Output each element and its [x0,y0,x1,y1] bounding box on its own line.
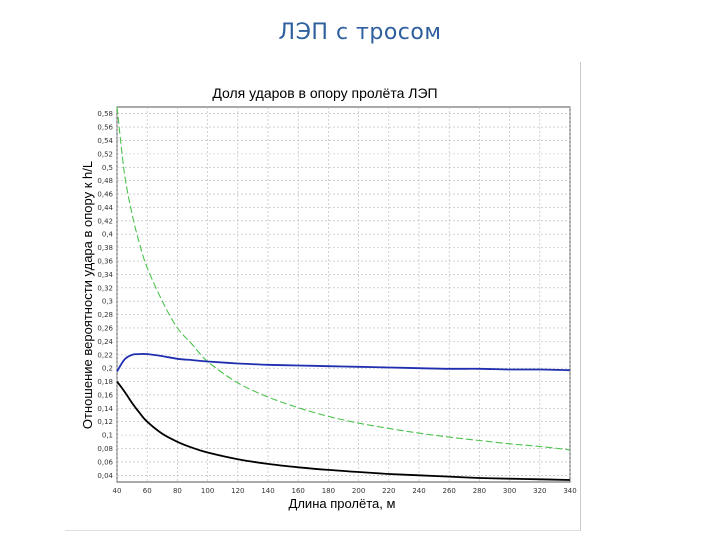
y-tick-label: 0,32 [97,284,113,292]
y-tick-label: 0,12 [97,418,113,426]
line-chart: Доля ударов в опору пролёта ЛЭП 0,04 0,06… [80,85,577,511]
plot-border [116,106,571,483]
y-tick-label: 0,16 [97,391,113,399]
y-tick-label: 0,38 [97,244,113,252]
y-tick-label: 0,34 [97,271,113,279]
y-tick-label: 0,24 [97,338,113,346]
y-tick-label: 0,1 [102,432,113,440]
grid [116,106,571,483]
x-tick-label: 320 [533,487,546,495]
x-tick-label: 100 [201,487,214,495]
y-tick-label: 0,28 [97,311,113,319]
series-line-1 [116,106,571,451]
x-tick-label: 280 [473,487,486,495]
y-tick-label: 0,52 [97,150,113,158]
series-lines [116,106,571,481]
x-tick-label: 300 [503,487,516,495]
y-axis-label: Отношение вероятности удара в опору к h/… [80,161,95,429]
y-tick-label: 0,36 [97,258,113,266]
x-tick-label: 200 [352,487,365,495]
x-tick-labels: 40 60 80 100 120 140 160 180 200 220 240 260 280 300 3… [113,487,577,495]
y-tick-label: 0,3 [102,298,113,306]
x-tick-label: 180 [322,487,335,495]
y-tick-label: 0,06 [97,458,113,466]
y-tick-labels: 0,04 0,06 0,08 0,1 0,12 0,14 0,16 0,18 0,2 0,22 0,… [97,110,113,480]
y-tick-label: 0,4 [102,231,114,239]
series-line-2 [116,353,571,372]
y-tick-label: 0,58 [97,110,113,118]
series-line-3 [116,381,571,481]
y-tick-label: 0,46 [97,191,113,199]
y-tick-label: 0,2 [102,365,113,373]
y-tick-label: 0,14 [97,405,113,413]
y-tick-label: 0,5 [102,164,113,172]
y-tick-label: 0,56 [97,124,113,132]
x-tick-label: 120 [231,487,244,495]
x-tick-label: 220 [382,487,395,495]
y-tick-label: 0,48 [97,177,113,185]
x-tick-label: 80 [173,487,182,495]
chart-panel: Доля ударов в опору пролёта ЛЭП 0,04 0,06… [65,62,581,531]
y-tick-label: 0,42 [97,217,113,225]
y-tick-label: 0,22 [97,351,113,359]
x-axis-label: Длина пролёта, м [289,496,396,511]
x-tick-label: 260 [443,487,456,495]
x-tick-label: 340 [563,487,576,495]
x-tick-label: 140 [261,487,274,495]
y-tick-label: 0,54 [97,137,113,145]
x-tick-label: 60 [143,487,152,495]
y-tick-label: 0,44 [97,204,113,212]
chart-title: Доля ударов в опору пролёта ЛЭП [212,85,437,101]
x-tick-label: 40 [113,487,122,495]
y-tick-label: 0,26 [97,324,113,332]
x-tick-label: 160 [292,487,305,495]
x-tick-label: 240 [412,487,425,495]
slide-title: ЛЭП с тросом [278,20,442,45]
y-tick-label: 0,08 [97,445,113,453]
y-tick-label: 0,04 [97,472,113,480]
y-tick-label: 0,18 [97,378,113,386]
